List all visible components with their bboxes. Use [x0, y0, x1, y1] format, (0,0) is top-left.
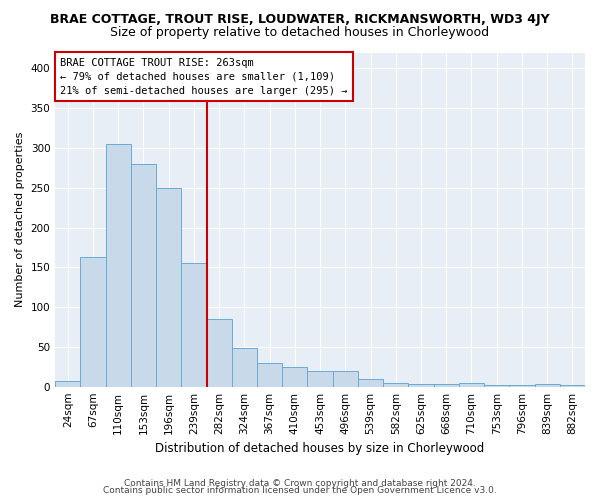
Bar [535, 384, 560, 386]
Text: Contains HM Land Registry data © Crown copyright and database right 2024.: Contains HM Land Registry data © Crown c… [124, 478, 476, 488]
Bar [434, 384, 459, 386]
Bar [459, 382, 484, 386]
Text: Size of property relative to detached houses in Chorleywood: Size of property relative to detached ho… [110, 26, 490, 39]
Bar [206, 319, 232, 386]
Bar [509, 385, 535, 386]
Bar [232, 348, 257, 387]
Bar [55, 381, 80, 386]
Bar [257, 363, 282, 386]
Bar [106, 144, 131, 386]
Y-axis label: Number of detached properties: Number of detached properties [15, 132, 25, 308]
Bar [409, 384, 434, 386]
X-axis label: Distribution of detached houses by size in Chorleywood: Distribution of detached houses by size … [155, 442, 485, 455]
Bar [358, 378, 383, 386]
Bar [332, 371, 358, 386]
Text: Contains public sector information licensed under the Open Government Licence v3: Contains public sector information licen… [103, 486, 497, 495]
Bar [131, 164, 156, 386]
Bar [560, 385, 585, 386]
Bar [181, 264, 206, 386]
Bar [80, 257, 106, 386]
Bar [307, 371, 332, 386]
Bar [156, 188, 181, 386]
Text: BRAE COTTAGE, TROUT RISE, LOUDWATER, RICKMANSWORTH, WD3 4JY: BRAE COTTAGE, TROUT RISE, LOUDWATER, RIC… [50, 12, 550, 26]
Text: BRAE COTTAGE TROUT RISE: 263sqm
← 79% of detached houses are smaller (1,109)
21%: BRAE COTTAGE TROUT RISE: 263sqm ← 79% of… [61, 58, 348, 96]
Bar [282, 367, 307, 386]
Bar [484, 385, 509, 386]
Bar [383, 382, 409, 386]
